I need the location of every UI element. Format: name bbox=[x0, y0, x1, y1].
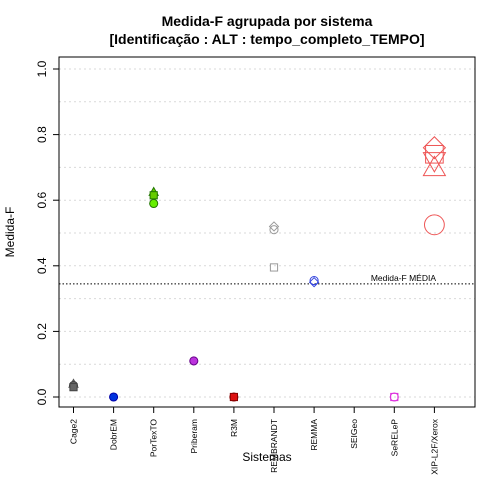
x-tick-label: Priberam bbox=[189, 419, 199, 453]
y-axis: 0.0 0.2 0.4 0.6 0.8 1.0 bbox=[35, 60, 59, 405]
data-point bbox=[69, 383, 78, 392]
data-point bbox=[268, 221, 280, 232]
average-reference: Medida-F MÉDIA bbox=[59, 273, 475, 285]
chart-title: Medida-F agrupada por sistema bbox=[162, 13, 373, 29]
y-tick-label: 0.2 bbox=[35, 323, 49, 340]
gridlines bbox=[59, 68, 475, 398]
x-tick-label: SEIGeo bbox=[349, 419, 359, 449]
y-axis-label: Medida-F bbox=[3, 207, 17, 258]
y-tick-label: 0.8 bbox=[35, 126, 49, 143]
data-point bbox=[149, 198, 159, 209]
data-point bbox=[422, 155, 447, 177]
data-point bbox=[390, 392, 399, 402]
data-points bbox=[68, 136, 447, 402]
data-point bbox=[269, 225, 279, 235]
y-tick-label: 0.0 bbox=[35, 388, 49, 405]
x-tick-label: DobrEM bbox=[109, 419, 119, 450]
data-point bbox=[229, 392, 239, 402]
y-tick-label: 1.0 bbox=[35, 60, 49, 77]
data-point bbox=[422, 152, 447, 173]
y-tick-label: 0.4 bbox=[35, 257, 49, 274]
data-point bbox=[308, 276, 320, 288]
data-point bbox=[422, 136, 447, 160]
reference-line-label: Medida-F MÉDIA bbox=[371, 273, 437, 283]
x-axis: Cage2 DobrEM PorTexTO Priberam R3M REMBRANDT R… bbox=[69, 407, 439, 475]
x-axis-label: Sistemas bbox=[242, 450, 291, 464]
y-tick-label: 0.6 bbox=[35, 192, 49, 209]
x-tick-label: REMMA bbox=[309, 419, 319, 451]
x-tick-label: Cage2 bbox=[69, 419, 79, 444]
data-point bbox=[149, 191, 158, 200]
x-tick-label: R3M bbox=[229, 419, 239, 437]
x-tick-label: SeRELeP bbox=[389, 419, 399, 457]
data-point bbox=[309, 276, 319, 286]
plot-frame bbox=[58, 56, 476, 408]
chart-subtitle: [Identificação : ALT : tempo_completo_TE… bbox=[109, 31, 424, 47]
data-point bbox=[189, 356, 199, 366]
x-tick-label: REMBRANDT bbox=[269, 419, 279, 473]
data-point bbox=[109, 392, 119, 402]
x-tick-label: PorTexTO bbox=[149, 419, 159, 457]
x-tick-label: XIP-L2F/Xerox bbox=[429, 418, 439, 474]
data-point bbox=[424, 214, 445, 236]
data-point bbox=[269, 263, 279, 272]
data-point bbox=[425, 144, 444, 164]
